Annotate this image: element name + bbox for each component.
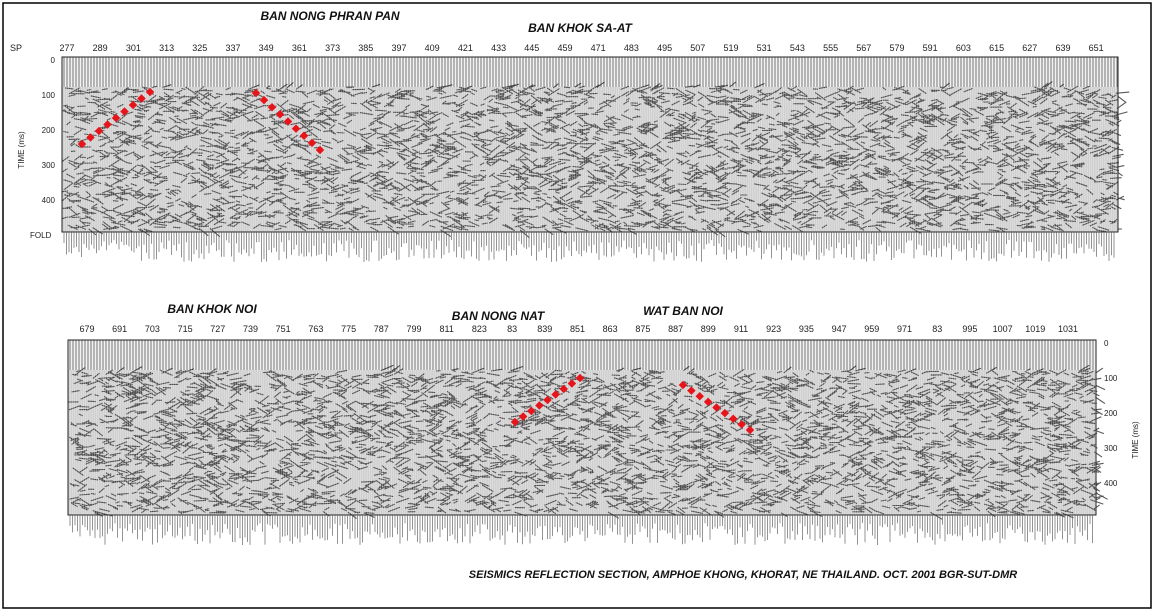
shot-point-label: 325: [192, 43, 207, 53]
shot-point-label: 519: [723, 43, 738, 53]
shot-point-label: 543: [790, 43, 805, 53]
shot-point-label: 703: [145, 324, 160, 334]
shot-point-label: 839: [537, 324, 552, 334]
time-tick-label: 100: [42, 91, 56, 100]
shot-point-label: 899: [701, 324, 716, 334]
shot-point-label: 851: [570, 324, 585, 334]
place-label: BAN NONG NAT: [452, 309, 546, 323]
shot-point-label: 763: [308, 324, 323, 334]
shot-point-label: 603: [956, 43, 971, 53]
shot-point-label: 567: [856, 43, 871, 53]
shot-point-label: 313: [159, 43, 174, 53]
shot-point-label: 823: [472, 324, 487, 334]
shot-point-label: 591: [923, 43, 938, 53]
shot-point-label: 651: [1089, 43, 1104, 53]
shot-point-label: 811: [440, 324, 454, 334]
shot-point-label: 995: [962, 324, 977, 334]
shot-point-label: 409: [425, 43, 440, 53]
shot-point-label: 887: [668, 324, 683, 334]
shot-point-label: 715: [178, 324, 193, 334]
figure: BAN NONG PHRAN PAN BAN KHOK SA-AT SP TIM…: [0, 0, 1155, 612]
shot-point-label: 83: [507, 324, 517, 334]
shot-point-label: 495: [657, 43, 672, 53]
place-label: BAN NONG PHRAN PAN: [260, 9, 399, 23]
shot-point-label: 875: [635, 324, 650, 334]
shot-point-label: 433: [491, 43, 506, 53]
time-tick-label: 400: [1104, 479, 1118, 488]
shot-point-label: 959: [864, 324, 879, 334]
place-label: WAT BAN NOI: [643, 304, 723, 318]
shot-point-label: 639: [1055, 43, 1070, 53]
shot-point-label: 445: [524, 43, 539, 53]
shot-point-label: 385: [358, 43, 373, 53]
shot-point-label: 775: [341, 324, 356, 334]
shot-point-label: 627: [1022, 43, 1037, 53]
shot-point-label: 83: [932, 324, 942, 334]
shot-point-label: 421: [458, 43, 473, 53]
time-tick-label: 0: [51, 56, 56, 65]
time-tick-label: 300: [42, 161, 56, 170]
place-label: BAN KHOK SA-AT: [528, 21, 633, 35]
shot-point-label: 301: [126, 43, 141, 53]
place-label: BAN KHOK NOI: [167, 302, 257, 316]
shot-point-label: 277: [59, 43, 74, 53]
time-label: TIME (ms): [17, 131, 26, 169]
time-label: TIME (ms): [1131, 421, 1140, 459]
shot-point-label: 531: [757, 43, 772, 53]
time-tick-label: 300: [1104, 444, 1118, 453]
shot-point-label: 349: [259, 43, 274, 53]
shot-point-label: 337: [225, 43, 240, 53]
sp-prefix: SP: [10, 43, 22, 53]
shot-point-label: 787: [374, 324, 389, 334]
shot-point-label: 361: [292, 43, 307, 53]
shot-point-label: 727: [210, 324, 225, 334]
shot-point-label: 289: [93, 43, 108, 53]
fold-label: FOLD: [30, 231, 52, 240]
shot-point-label: 863: [603, 324, 618, 334]
shot-point-label: 483: [624, 43, 639, 53]
shot-point-label: 679: [79, 324, 94, 334]
shot-point-label: 555: [823, 43, 838, 53]
shot-point-label: 935: [799, 324, 814, 334]
time-tick-label: 200: [1104, 409, 1118, 418]
shot-point-label: 397: [391, 43, 406, 53]
shot-point-label: 579: [889, 43, 904, 53]
time-tick-label: 100: [1104, 374, 1118, 383]
shot-point-label: 739: [243, 324, 258, 334]
shot-point-label: 471: [591, 43, 606, 53]
shot-point-label: 799: [406, 324, 421, 334]
shot-point-label: 1019: [1025, 324, 1045, 334]
shot-point-label: 1007: [993, 324, 1013, 334]
shot-point-label: 507: [690, 43, 705, 53]
shot-point-label: 1031: [1058, 324, 1078, 334]
shot-point-label: 691: [112, 324, 127, 334]
time-tick-label: 0: [1104, 339, 1109, 348]
shot-point-label: 615: [989, 43, 1004, 53]
shot-point-label: 459: [557, 43, 572, 53]
shot-point-label: 923: [766, 324, 781, 334]
shot-point-label: 751: [276, 324, 291, 334]
time-tick-label: 400: [42, 196, 56, 205]
header-traces: [68, 340, 1096, 370]
header-traces: [62, 57, 1118, 87]
shot-point-label: 373: [325, 43, 340, 53]
time-tick-label: 200: [42, 126, 56, 135]
caption: SEISMICS REFLECTION SECTION, AMPHOE KHON…: [469, 569, 1017, 581]
shot-point-label: 911: [734, 324, 748, 334]
shot-point-label: 971: [897, 324, 912, 334]
shot-point-label: 947: [832, 324, 847, 334]
